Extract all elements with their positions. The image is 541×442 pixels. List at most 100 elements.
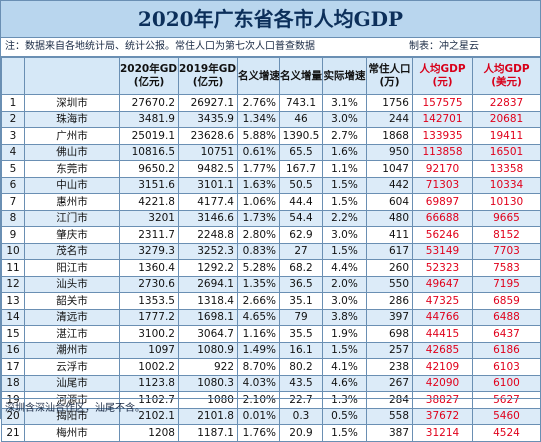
- cell-index: 7: [1, 193, 25, 211]
- cell-nominal-increase: 35.5: [279, 325, 323, 343]
- note-bar: 注：数据来自各地统计局、统计公报。常住人口为第七次人口普查数据 制表：冲之星云: [1, 37, 540, 57]
- cell-population: 550: [366, 275, 413, 293]
- cell-per-capita-cny: 49647: [412, 275, 473, 293]
- cell-gdp2020: 2730.6: [119, 275, 179, 293]
- cell-gdp2020: 1360.4: [119, 259, 179, 277]
- cell-per-capita-usd: 6186: [472, 341, 541, 359]
- cell-gdp2019: 3101.1: [178, 176, 238, 194]
- table-body: 1 深圳市 27670.2 26927.1 2.76% 743.1 3.1% 1756 1575…: [1, 94, 541, 442]
- table-row: 2 珠海市 3481.9 3435.9 1.34% 46 3.0% 244 142701 2068…: [1, 110, 541, 128]
- cell-per-capita-cny: 142701: [412, 110, 473, 128]
- cell-population: 950: [366, 143, 413, 161]
- cell-per-capita-usd: 6103: [472, 358, 541, 376]
- cell-gdp2020: 9650.2: [119, 160, 179, 178]
- cell-index: 12: [1, 275, 25, 293]
- cell-population: 411: [366, 226, 413, 244]
- cell-index: 1: [1, 94, 25, 112]
- author-note: 制表：冲之星云: [409, 41, 479, 52]
- cell-real-growth: 4.6%: [322, 374, 367, 392]
- cell-per-capita-cny: 44415: [412, 325, 473, 343]
- cell-city: 广州市: [24, 127, 120, 145]
- cell-gdp2020: 3151.6: [119, 176, 179, 194]
- cell-gdp2019: 3146.6: [178, 209, 238, 227]
- header-per-capita-cny: 人均GDP (元): [412, 57, 473, 95]
- cell-per-capita-cny: 47325: [412, 292, 473, 310]
- cell-gdp2019: 1187.1: [178, 424, 238, 442]
- table-row: 4 佛山市 10816.5 10751 0.61% 65.5 1.6% 950 113858 16…: [1, 143, 541, 161]
- header-per-capita-usd: 人均GDP (美元): [472, 57, 541, 95]
- cell-index: 2: [1, 110, 25, 128]
- cell-nominal-growth: 8.70%: [237, 358, 280, 376]
- cell-real-growth: 4.4%: [322, 259, 367, 277]
- cell-population: 604: [366, 193, 413, 211]
- header-gdp2020: 2020年GDP (亿元): [119, 57, 179, 95]
- table-row: 9 肇庆市 2311.7 2248.8 2.80% 62.9 3.0% 411 56246 815…: [1, 226, 541, 244]
- cell-gdp2020: 4221.8: [119, 193, 179, 211]
- cell-nominal-increase: 20.9: [279, 424, 323, 442]
- cell-gdp2020: 3100.2: [119, 325, 179, 343]
- cell-nominal-increase: 16.1: [279, 341, 323, 359]
- cell-nominal-increase: 27: [279, 242, 323, 260]
- cell-city: 韶关市: [24, 292, 120, 310]
- cell-per-capita-cny: 44766: [412, 308, 473, 326]
- cell-real-growth: 1.5%: [322, 176, 367, 194]
- cell-index: 9: [1, 226, 25, 244]
- header-city: [24, 57, 120, 95]
- header-real-growth: 实际增速: [322, 57, 367, 95]
- table-row: 1 深圳市 27670.2 26927.1 2.76% 743.1 3.1% 1756 1575…: [1, 94, 541, 112]
- cell-nominal-increase: 36.5: [279, 275, 323, 293]
- cell-population: 1868: [366, 127, 413, 145]
- cell-city: 湛江市: [24, 325, 120, 343]
- header-nominal-growth: 名义增速: [237, 57, 280, 95]
- cell-real-growth: 1.5%: [322, 341, 367, 359]
- cell-index: 14: [1, 308, 25, 326]
- cell-per-capita-cny: 69897: [412, 193, 473, 211]
- table-row: 11 阳江市 1360.4 1292.2 5.28% 68.2 4.4% 260 52323 75…: [1, 259, 541, 277]
- cell-per-capita-cny: 42685: [412, 341, 473, 359]
- cell-index: 3: [1, 127, 25, 145]
- cell-real-growth: 3.0%: [322, 226, 367, 244]
- cell-city: 茂名市: [24, 242, 120, 260]
- cell-real-growth: 3.0%: [322, 292, 367, 310]
- cell-per-capita-usd: 4524: [472, 424, 541, 442]
- cell-nominal-increase: 1390.5: [279, 127, 323, 145]
- cell-index: 10: [1, 242, 25, 260]
- cell-city: 佛山市: [24, 143, 120, 161]
- cell-per-capita-cny: 92170: [412, 160, 473, 178]
- cell-city: 珠海市: [24, 110, 120, 128]
- cell-nominal-growth: 1.76%: [237, 424, 280, 442]
- table-row: 3 广州市 25019.1 23628.6 5.88% 1390.5 2.7% 1868 133…: [1, 127, 541, 145]
- table-row: 5 东莞市 9650.2 9482.5 1.77% 167.7 1.1% 1047 92170 1…: [1, 160, 541, 178]
- cell-index: 13: [1, 292, 25, 310]
- cell-per-capita-cny: 42109: [412, 358, 473, 376]
- cell-index: 17: [1, 358, 25, 376]
- cell-per-capita-usd: 6488: [472, 308, 541, 326]
- cell-nominal-increase: 54.4: [279, 209, 323, 227]
- cell-population: 617: [366, 242, 413, 260]
- cell-city: 汕尾市: [24, 374, 120, 392]
- cell-real-growth: 1.5%: [322, 193, 367, 211]
- cell-nominal-growth: 0.83%: [237, 242, 280, 260]
- header-population: 常住人口 (万): [366, 57, 413, 95]
- cell-per-capita-cny: 56246: [412, 226, 473, 244]
- cell-nominal-increase: 62.9: [279, 226, 323, 244]
- cell-index: 5: [1, 160, 25, 178]
- cell-gdp2019: 10751: [178, 143, 238, 161]
- cell-gdp2020: 1097: [119, 341, 179, 359]
- table-row: 14 清远市 1777.2 1698.1 4.65% 79 3.8% 397 44766 6488: [1, 308, 541, 326]
- cell-nominal-growth: 1.77%: [237, 160, 280, 178]
- cell-per-capita-usd: 8152: [472, 226, 541, 244]
- cell-per-capita-usd: 7583: [472, 259, 541, 277]
- cell-gdp2019: 2248.8: [178, 226, 238, 244]
- cell-nominal-increase: 50.5: [279, 176, 323, 194]
- cell-index: 8: [1, 209, 25, 227]
- cell-population: 1756: [366, 94, 413, 112]
- cell-per-capita-usd: 7195: [472, 275, 541, 293]
- cell-nominal-growth: 5.28%: [237, 259, 280, 277]
- table-row: 13 韶关市 1353.5 1318.4 2.66% 35.1 3.0% 286 47325 68…: [1, 292, 541, 310]
- cell-per-capita-usd: 7703: [472, 242, 541, 260]
- header-gdp2019: 2019年GDP (亿元): [178, 57, 238, 95]
- cell-city: 清远市: [24, 308, 120, 326]
- table-row: 18 汕尾市 1123.8 1080.3 4.03% 43.5 4.6% 267 42090 61…: [1, 374, 541, 392]
